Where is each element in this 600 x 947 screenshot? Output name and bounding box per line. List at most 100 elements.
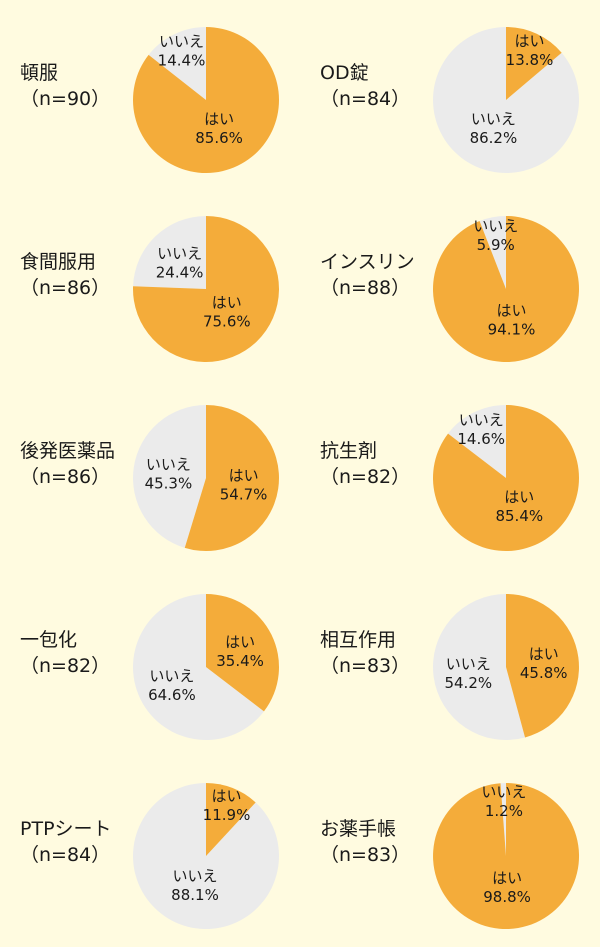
slice-category-label: はい — [529, 645, 559, 663]
pie-slice-yes — [206, 783, 256, 856]
slice-category-label: いいえ — [481, 783, 526, 801]
slice-percent-label: 5.9% — [477, 236, 515, 254]
chart-title: インスリン — [320, 251, 415, 273]
chart-sample-size: （n=84） — [20, 844, 111, 866]
slice-category-label: いいえ — [446, 655, 491, 673]
chart-label: 食間服用 （n=86） — [20, 249, 110, 301]
slice-category-label: はい — [496, 302, 526, 320]
pie-slice-yes — [184, 405, 279, 551]
chart-label: 後発医薬品 （n=86） — [20, 438, 115, 490]
pie-slice-no — [500, 783, 506, 856]
slice-percent-label: 11.9% — [203, 806, 251, 824]
slice-percent-label: 94.1% — [488, 321, 536, 339]
pie-chart-cell: 相互作用 （n=83） はい 45.8% いいえ 54.2% — [300, 567, 600, 756]
chart-title: 頓服 — [20, 62, 59, 84]
slice-category-label: はい — [229, 467, 259, 485]
slice-percent-label: 75.6% — [203, 313, 251, 331]
slice-percent-label: 64.6% — [148, 686, 196, 704]
slice-category-label: いいえ — [146, 455, 191, 473]
slice-percent-label: 24.4% — [156, 264, 204, 282]
pie-slice-yes — [506, 27, 562, 100]
chart-sample-size: （n=90） — [20, 88, 111, 110]
slice-percent-label: 54.2% — [444, 674, 492, 692]
slice-category-label: はい — [504, 488, 534, 506]
chart-label: 頓服 （n=90） — [20, 60, 110, 112]
chart-sample-size: （n=84） — [320, 88, 411, 110]
pie-chart-cell: 一包化 （n=82） はい 35.4% いいえ 64.6% — [0, 567, 300, 756]
slice-category-label: はい — [492, 869, 522, 887]
slice-percent-label: 45.8% — [520, 664, 568, 682]
pie-slice-no — [433, 27, 580, 173]
slice-percent-label: 54.7% — [220, 486, 268, 504]
slice-category-label: いいえ — [157, 245, 202, 263]
pie-slice-no — [133, 783, 280, 929]
chart-label: OD錠 （n=84） — [320, 60, 410, 112]
pie-slice-no — [133, 216, 206, 289]
chart-label: PTPシート （n=84） — [20, 816, 112, 868]
chart-title: 相互作用 — [320, 629, 397, 651]
slice-category-label: はい — [204, 110, 234, 128]
pie-slice-yes — [432, 216, 579, 362]
pie-chart-cell: インスリン （n=88） はい 94.1% いいえ 5.9% — [300, 189, 600, 378]
slice-percent-label: 14.4% — [158, 52, 206, 70]
pie-slice-no — [132, 405, 206, 548]
pie-slice-no — [432, 594, 526, 740]
pie-slice-no — [448, 405, 506, 478]
pie-slice-no — [132, 594, 264, 740]
slice-category-label: いいえ — [459, 411, 504, 429]
slice-percent-label: 13.8% — [506, 51, 554, 69]
pie-chart-cell: 後発医薬品 （n=86） はい 54.7% いいえ 45.3% — [0, 378, 300, 567]
pie-chart-cell: お薬手帳 （n=83） はい 98.8% いいえ 1.2% — [300, 756, 600, 945]
chart-label: インスリン （n=88） — [320, 249, 415, 301]
slice-category-label: いいえ — [471, 110, 516, 128]
slice-category-label: いいえ — [159, 33, 204, 51]
pie-slice-no — [148, 27, 206, 100]
pie-slice-yes — [133, 27, 280, 174]
slice-percent-label: 85.4% — [495, 507, 543, 525]
slice-category-label: いいえ — [172, 867, 217, 885]
pie-chart-cell: 食間服用 （n=86） はい 75.6% いいえ 24.4% — [0, 189, 300, 378]
chart-title: 後発医薬品 — [20, 440, 116, 462]
chart-title: お薬手帳 — [320, 818, 397, 840]
chart-title: 抗生剤 — [320, 440, 378, 462]
slice-percent-label: 86.2% — [470, 129, 518, 147]
slice-percent-label: 45.3% — [145, 474, 193, 492]
pie-slice-yes — [433, 783, 580, 929]
slice-percent-label: 1.2% — [485, 802, 523, 820]
chart-label: 抗生剤 （n=82） — [320, 438, 410, 490]
pie-chart-cell: 抗生剤 （n=82） はい 85.4% いいえ 14.6% — [300, 378, 600, 567]
pie-slice-yes — [132, 216, 279, 362]
slice-category-label: はい — [212, 294, 242, 312]
chart-sample-size: （n=86） — [20, 466, 111, 488]
slice-percent-label: 35.4% — [216, 652, 264, 670]
chart-sample-size: （n=86） — [20, 277, 111, 299]
pie-slice-yes — [506, 594, 579, 738]
chart-sample-size: （n=82） — [320, 466, 411, 488]
chart-title: OD錠 — [320, 62, 369, 84]
slice-percent-label: 98.8% — [483, 888, 531, 906]
slice-percent-label: 88.1% — [171, 886, 219, 904]
